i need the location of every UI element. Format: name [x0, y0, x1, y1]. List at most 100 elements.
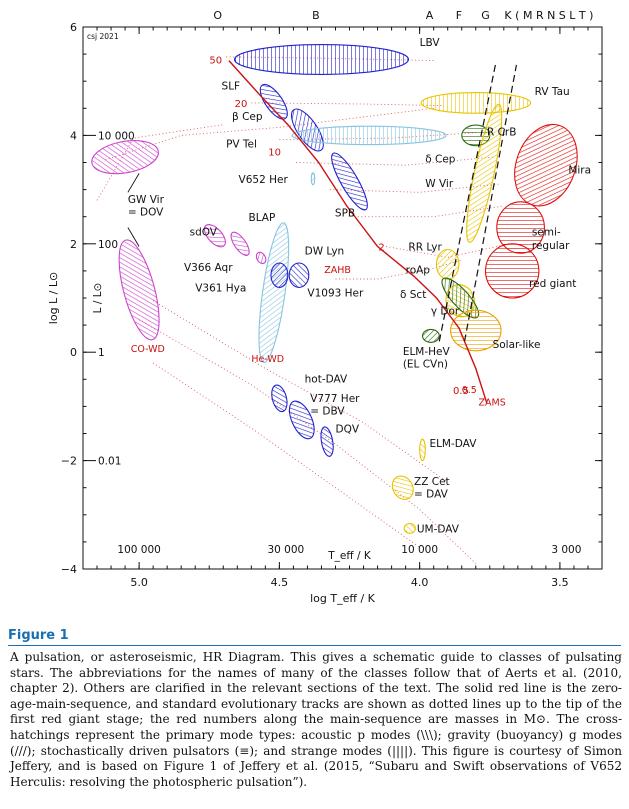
- y-tick-label: 4: [70, 129, 77, 142]
- annotation-label: V777 Her: [310, 393, 360, 405]
- region-red-giant: [484, 243, 540, 299]
- annotation-label: sdOV: [190, 227, 218, 239]
- annotation-label: 0.5: [462, 385, 477, 396]
- annotation-label: = DOV: [128, 207, 164, 219]
- evolution-track: [335, 259, 462, 280]
- spectral-type-label: B: [312, 9, 320, 22]
- annotation-label: ELM-DAV: [429, 438, 477, 450]
- zams-and-strip: 50 20 10 2 0.5: [209, 56, 518, 404]
- region-hot-dav: [271, 384, 288, 413]
- annotation-label: Solar-like: [493, 339, 541, 351]
- region-rv-tau: [420, 92, 532, 114]
- inner-temp-label: 10 000: [401, 544, 438, 556]
- region-cep: [466, 103, 503, 243]
- x-axis-title: log T_eff / K: [310, 592, 376, 605]
- annotation-label: ELM-HeV: [403, 346, 451, 358]
- region-dqv: [320, 426, 334, 457]
- annotation-label: ZZ Cet: [414, 476, 450, 488]
- zams-line: [228, 60, 488, 404]
- instability-strip-blue-edge: [438, 64, 496, 342]
- annotation-label: red giant: [529, 278, 576, 290]
- region-v652-her: [310, 172, 316, 186]
- region-pv-tel: [291, 125, 447, 146]
- annotation-label: RV Tau: [535, 86, 570, 98]
- annotation-label: hot-DAV: [305, 374, 348, 386]
- inner-lum-label: 100: [98, 239, 118, 251]
- region-co-wd: [118, 239, 160, 341]
- mass-label: 50: [209, 56, 222, 67]
- annotation-label: SLF: [222, 80, 241, 92]
- annotation-label: DQV: [335, 423, 359, 435]
- inner-temp-label: 100 000: [117, 544, 160, 556]
- mass-label: 0.5: [453, 386, 469, 397]
- annotation-label: δ Sct: [400, 289, 426, 301]
- figure-label: Figure 1: [8, 628, 69, 643]
- region-he-wd: [258, 222, 290, 363]
- evolution-track: [152, 362, 420, 548]
- annotation-label: CO-WD: [131, 344, 165, 355]
- annotation-label: R CrB: [487, 126, 517, 138]
- spectral-type-label: K: [504, 9, 512, 22]
- inner-temp-label: 3 000: [551, 544, 581, 556]
- evolution-track: [152, 300, 448, 483]
- y-tick-label: 2: [70, 238, 77, 251]
- annotation-label: = DAV: [414, 488, 449, 500]
- gw-vir-pointer: [127, 227, 140, 247]
- spectral-type-label: A: [426, 9, 434, 22]
- inner-temp-axis-label: T_eff / K: [327, 550, 372, 562]
- region-um-dav: [403, 522, 416, 534]
- region-zz-cet-dav: [391, 475, 414, 500]
- region-solar-like: [450, 309, 502, 352]
- region-lbv: [233, 44, 410, 75]
- evolution-track: [296, 156, 493, 166]
- region-elm-dav: [419, 438, 426, 462]
- x-tick-label: 4.5: [271, 576, 289, 589]
- mass-label: 20: [235, 99, 248, 110]
- y-tick-label: −4: [61, 563, 77, 576]
- inner-temp-label: 30 000: [267, 544, 304, 556]
- y-axis-title: log L / L⊙: [47, 272, 60, 324]
- annotation-label: SPB: [335, 208, 355, 220]
- region-spb: [331, 152, 368, 211]
- region-labels: LBV SLF β Cep PV Tel V652 Her SPB RV Tau R CrB δ…: [127, 37, 591, 536]
- inner-lum-label: 1: [98, 347, 105, 359]
- inner-lum-label: 0.01: [98, 456, 121, 468]
- y-tick-label: −2: [61, 455, 77, 468]
- annotation-label: DW Lyn: [305, 246, 345, 258]
- annotation-label: UM-DAV: [417, 524, 460, 536]
- inner-lum-axis-label: L / L⊙: [92, 283, 104, 314]
- mass-label: 10: [268, 148, 281, 159]
- annotation-label: LBV: [420, 37, 441, 49]
- annotation-label: RR Lyr: [408, 241, 442, 253]
- credit-label: csj 2021: [87, 32, 119, 41]
- region-roap: [435, 248, 460, 280]
- annotation-label: β Cep: [232, 111, 263, 123]
- evolution-track: [251, 102, 443, 107]
- figure-caption: A pulsation, or asteroseismic, HR Diagra…: [10, 650, 622, 789]
- annotation-label: roAp: [406, 265, 431, 277]
- inner-lum-label: 10 000: [98, 130, 135, 142]
- annotation-label: PV Tel: [226, 138, 257, 150]
- annotation-label: V366 Aqr: [184, 262, 233, 274]
- annotation-label: V1093 Her: [307, 287, 364, 299]
- annotation-label: Mira: [568, 164, 591, 176]
- evolution-track: [105, 107, 434, 161]
- region-v361-hya: [270, 262, 289, 288]
- annotation-label: W Vir: [425, 178, 454, 190]
- region-v366-aqr: [255, 251, 267, 265]
- annotation-label: GW Vir: [128, 194, 165, 206]
- region-v1093-her: [288, 262, 310, 288]
- x-tick-label: 3.5: [551, 576, 569, 589]
- annotation-label: BLAP: [249, 212, 276, 224]
- spectral-type-label: G: [481, 9, 490, 22]
- region-elm-hev-el-cvn: [421, 328, 440, 343]
- annotation-label: V652 Her: [239, 174, 289, 186]
- x-tick-label: 4.0: [411, 576, 429, 589]
- annotation-label: semi-: [532, 227, 561, 239]
- annotation-label: V361 Hya: [195, 282, 246, 294]
- annotation-label: ZAMS: [479, 397, 506, 408]
- annotation-label: regular: [532, 240, 570, 252]
- instability-strip-red-edge: [463, 64, 518, 342]
- annotation-label: = DBV: [310, 406, 345, 418]
